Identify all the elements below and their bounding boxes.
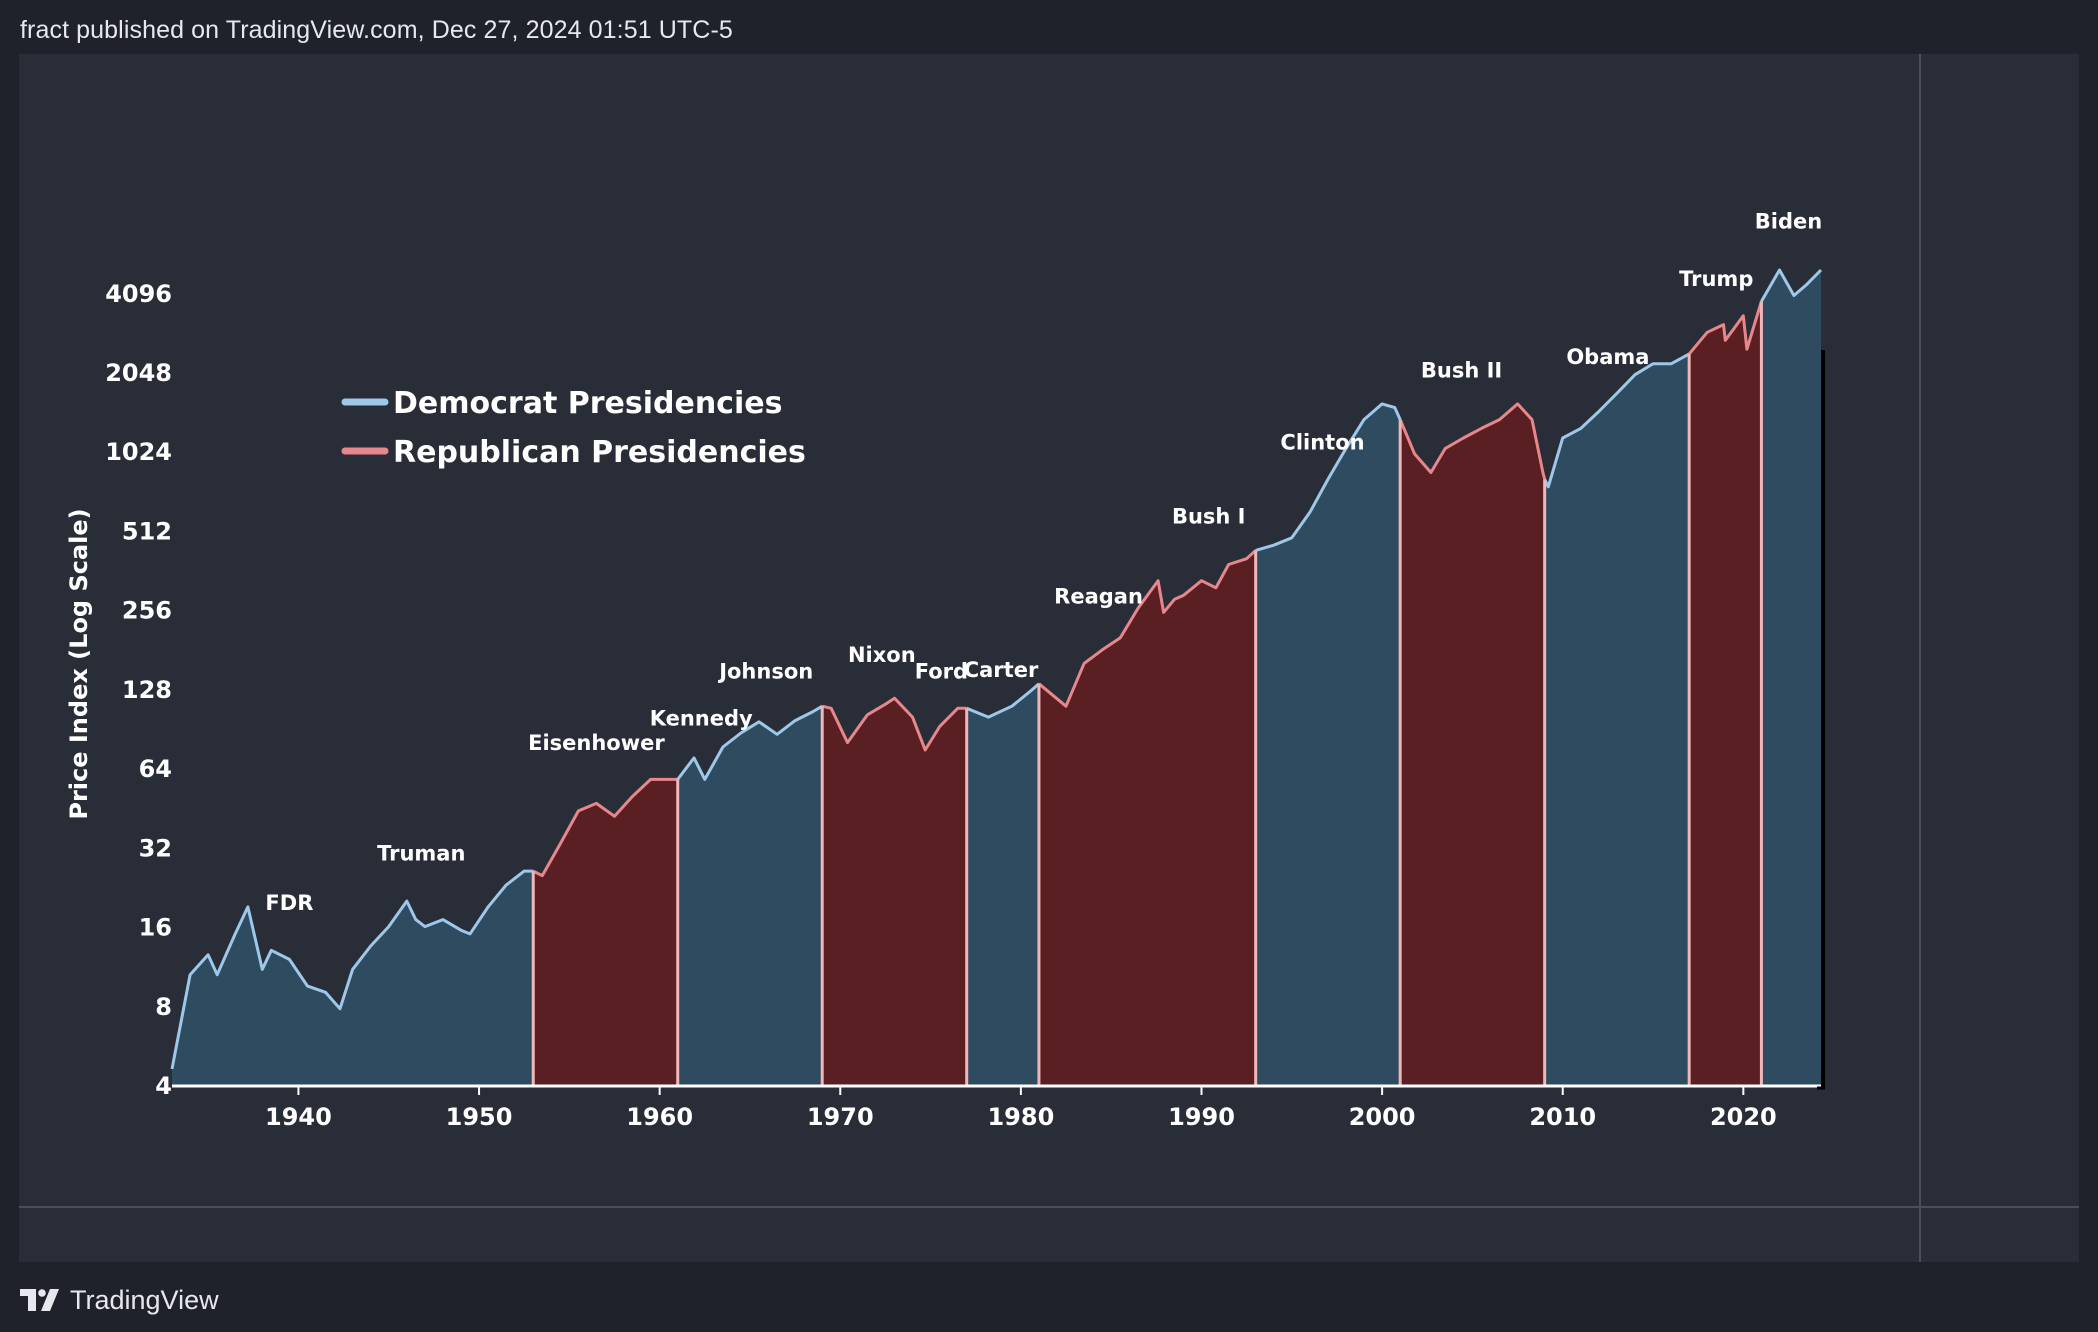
x-tick-label: 2020	[1710, 1103, 1777, 1131]
publish-info-header: fract published on TradingView.com, Dec …	[20, 16, 733, 44]
presidency-band-democrat	[1761, 270, 1821, 1085]
presidency-band-republican	[533, 779, 678, 1085]
y-tick-label: 64	[139, 755, 172, 783]
series-line-democrat	[170, 869, 534, 1070]
y-axis-label: Price Index (Log Scale)	[65, 508, 93, 819]
tradingview-logo-icon	[20, 1289, 59, 1311]
legend: Democrat Presidencies Republican Presiden…	[341, 386, 806, 470]
x-tick-label: 1960	[626, 1103, 693, 1131]
x-tick-label: 1950	[446, 1103, 513, 1131]
chart-svg: 4 8 16 32 64 128 256 512 1024 2048 4096 1940 1950 196…	[65, 209, 1825, 1131]
president-label: Nixon	[848, 643, 916, 667]
presidency-band-republican	[1689, 301, 1762, 1085]
president-label: Kennedy	[650, 706, 753, 730]
series-line-republican	[821, 696, 967, 752]
y-tick-label: 128	[122, 676, 172, 704]
x-tick-label: 2000	[1349, 1103, 1416, 1131]
presidency-bands	[172, 270, 1821, 1085]
president-label: Reagan	[1054, 585, 1143, 609]
legend-label: Democrat Presidencies	[393, 386, 782, 421]
presidency-band-democrat	[1255, 403, 1401, 1085]
series-line-democrat	[1255, 402, 1402, 552]
series-line-democrat	[676, 704, 823, 781]
x-tick-label: 2010	[1529, 1103, 1596, 1131]
presidency-band-republican	[822, 698, 967, 1085]
series-line-republican	[532, 777, 678, 878]
president-label: Bush II	[1421, 359, 1502, 383]
president-label: Clinton	[1280, 430, 1364, 454]
y-tick-label: 1024	[105, 438, 172, 466]
y-tick-label: 4096	[105, 280, 172, 308]
presidency-band-republican	[1400, 403, 1545, 1085]
president-label: Obama	[1566, 345, 1649, 369]
x-tick-label: 1990	[1168, 1103, 1235, 1131]
president-label: Johnson	[717, 660, 813, 684]
presidency-band-republican	[1038, 550, 1256, 1085]
presidency-band-democrat	[966, 683, 1039, 1085]
x-tick-label: 1980	[987, 1103, 1054, 1131]
chart-panel: 4 8 16 32 64 128 256 512 1024 2048 4096 1940 1950 196…	[19, 54, 2079, 1262]
president-label: Carter	[964, 658, 1039, 682]
y-tick-label: 256	[122, 597, 172, 625]
y-tick-label: 512	[122, 517, 172, 545]
presidency-band-democrat	[677, 706, 823, 1085]
y-tick-label: 32	[139, 834, 172, 862]
tradingview-brand-text: TradingView	[70, 1284, 219, 1315]
crosshair-horizontal-line	[19, 1206, 2079, 1208]
presidency-band-democrat	[172, 871, 534, 1085]
president-label: Truman	[377, 842, 465, 866]
series-line-republican	[1037, 549, 1257, 708]
president-label: FDR	[265, 891, 313, 915]
presidency-dividers	[531, 301, 1763, 1085]
president-label: Bush I	[1172, 504, 1246, 528]
y-tick-label: 2048	[105, 359, 172, 387]
axes: 4 8 16 32 64 128 256 512 1024 2048 4096 1940 1950 196…	[65, 280, 1825, 1131]
series-lines	[170, 268, 1823, 1070]
legend-label: Republican Presidencies	[393, 435, 806, 470]
presidency-band-democrat	[1544, 353, 1690, 1085]
footer: TradingView	[20, 1282, 219, 1318]
series-line-democrat	[1760, 268, 1823, 303]
series-line-republican	[1398, 402, 1547, 480]
series-line-republican	[1688, 300, 1763, 355]
president-label: Trump	[1679, 267, 1753, 291]
x-tick-label: 1940	[265, 1103, 332, 1131]
y-tick-label: 16	[139, 914, 172, 942]
x-tick-label: 1970	[807, 1103, 874, 1131]
series-line-democrat	[1543, 352, 1690, 489]
y-tick-label: 4	[155, 1072, 172, 1100]
crosshair-vertical-line	[1919, 54, 1921, 1262]
president-label: Biden	[1755, 209, 1822, 233]
president-label: Eisenhower	[528, 731, 665, 755]
y-tick-label: 8	[155, 993, 172, 1021]
series-line-democrat	[966, 682, 1040, 719]
president-label: Ford	[915, 660, 968, 684]
